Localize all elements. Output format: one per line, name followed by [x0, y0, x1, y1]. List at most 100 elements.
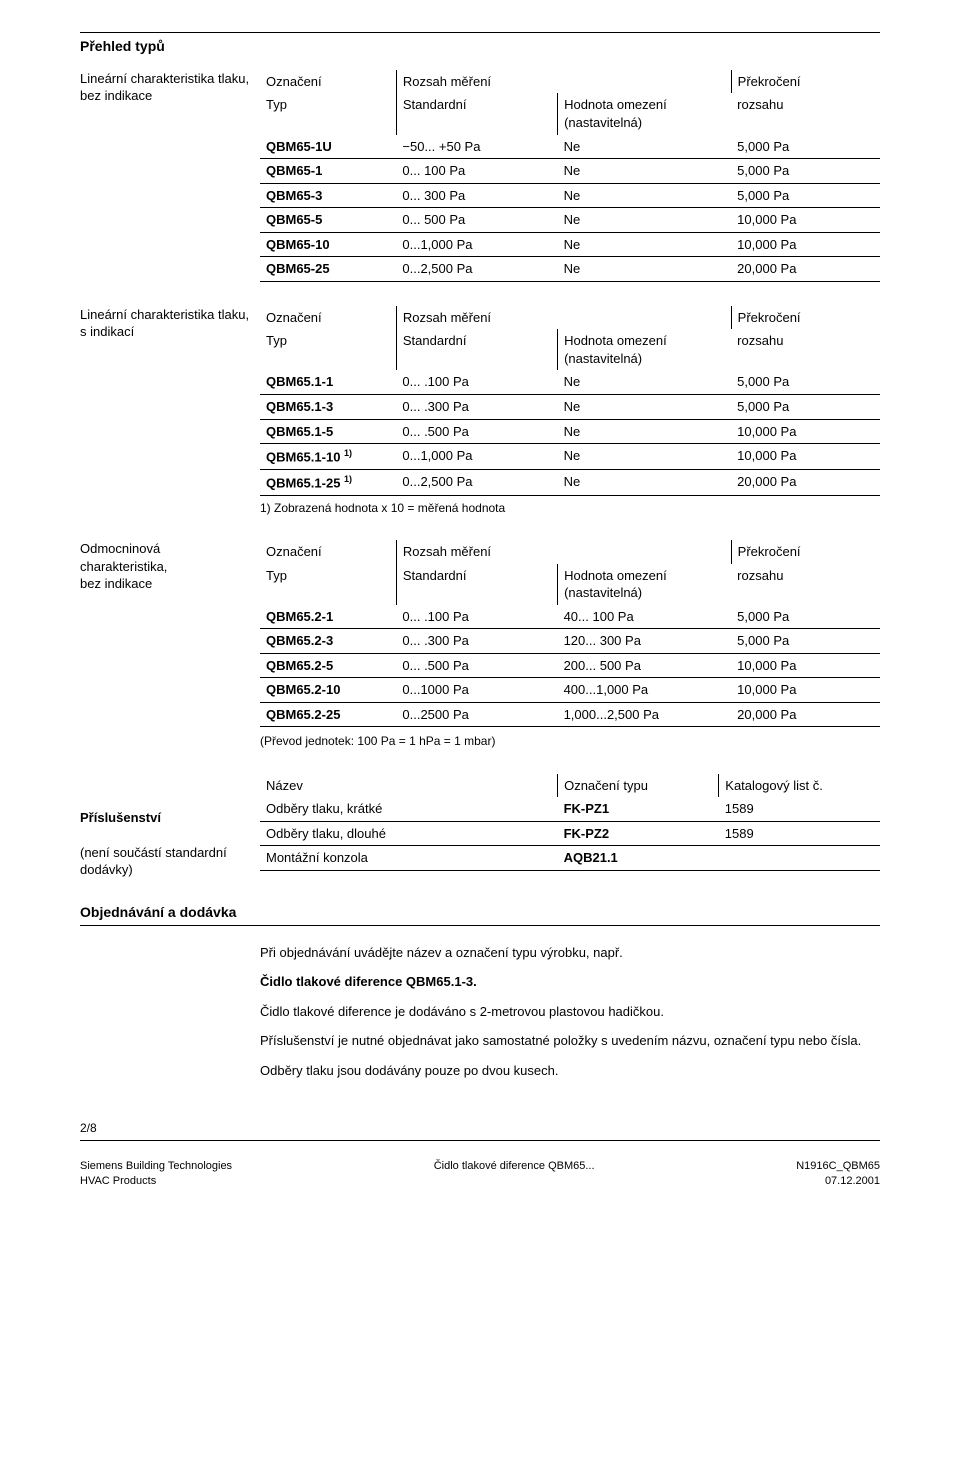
cell-type: QBM65-10: [260, 232, 396, 257]
th-acc-cat: Katalogový list č.: [719, 774, 880, 798]
table-row: QBM65.2-50... .500 Pa200... 500 Pa10,000…: [260, 653, 880, 678]
cell-over: 10,000 Pa: [731, 653, 880, 678]
cell-type: QBM65.2-10: [260, 678, 396, 703]
footer-right-1: N1916C_QBM65: [796, 1159, 880, 1174]
ordering-p5: Odběry tlaku jsou dodávány pouze po dvou…: [260, 1062, 880, 1080]
table-row: QBM65.1-10... .100 PaNe5,000 Pa: [260, 370, 880, 394]
th-std: Standardní: [396, 564, 557, 605]
table-row: QBM65-50... 500 PaNe10,000 Pa: [260, 208, 880, 233]
cell-lim: 40... 100 Pa: [558, 605, 732, 629]
page-number: 2/8: [80, 1120, 880, 1136]
th-std: Standardní: [396, 93, 557, 134]
section-1-label: Lineární charakteristika tlaku, bez indi…: [80, 70, 260, 105]
page-title: Přehled typů: [80, 37, 880, 56]
cell-type: QBM65-1U: [260, 135, 396, 159]
section-3-label: Odmocninová charakteristika, bez indikac…: [80, 540, 260, 593]
cell-over: 5,000 Pa: [731, 159, 880, 184]
cell-lim: Ne: [558, 232, 732, 257]
cell-over: 10,000 Pa: [731, 444, 880, 470]
th-over-a: Překročení: [731, 70, 880, 94]
cell-std: 0... .300 Pa: [396, 395, 557, 420]
table-row: Odběry tlaku, dlouhéFK-PZ21589: [260, 821, 880, 846]
cell-over: 5,000 Pa: [731, 183, 880, 208]
cell-type: QBM65.2-1: [260, 605, 396, 629]
th-range: Rozsah měření: [396, 540, 731, 564]
table-row: Montážní konzolaAQB21.1: [260, 846, 880, 871]
sup: 1): [344, 448, 352, 458]
cell-std: 0...2500 Pa: [396, 702, 557, 727]
table-row: QBM65.2-250...2500 Pa1,000...2,500 Pa20,…: [260, 702, 880, 727]
footer-left-1: Siemens Building Technologies: [80, 1159, 232, 1174]
page: Přehled typů Lineární charakteristika tl…: [40, 0, 920, 1201]
cell-over: 20,000 Pa: [731, 702, 880, 727]
cell-type: QBM65-25: [260, 257, 396, 282]
cell-lim: Ne: [558, 183, 732, 208]
th-limit: Hodnota omezení (nastavitelná): [558, 564, 732, 605]
cell-std: 0...2,500 Pa: [396, 257, 557, 282]
type-text: QBM65.1-10: [266, 449, 344, 464]
ordering-section: Objednávání a dodávka Při objednávání uv…: [80, 903, 880, 1080]
ordering-title: Objednávání a dodávka: [80, 903, 880, 926]
section-3-table: Označení Rozsah měření Překročení Typ St…: [260, 540, 880, 727]
accessories-label-rest: (není součástí standardní dodávky): [80, 845, 227, 878]
table-row: QBM65.1-50... .500 PaNe10,000 Pa: [260, 419, 880, 444]
th-type-a: Označení: [260, 70, 396, 94]
table-body: QBM65.2-10... .100 Pa40... 100 Pa5,000 P…: [260, 605, 880, 727]
cell-lim: Ne: [558, 419, 732, 444]
cell-std: 0... .300 Pa: [396, 629, 557, 654]
accessories-label: Příslušenství (není součástí standardní …: [80, 774, 260, 879]
cell-over: 10,000 Pa: [731, 232, 880, 257]
cell-over: 10,000 Pa: [731, 419, 880, 444]
cell-type: QBM65.2-3: [260, 629, 396, 654]
cell-lim: Ne: [558, 257, 732, 282]
cell-actype: FK-PZ1: [558, 797, 719, 821]
cell-std: 0... .100 Pa: [396, 605, 557, 629]
section-1-table-wrap: Označení Rozsah měření Překročení Typ St…: [260, 70, 880, 282]
cell-type: QBM65.1-25 1): [260, 469, 396, 495]
cell-std: 0...1000 Pa: [396, 678, 557, 703]
cell-lim: 400...1,000 Pa: [558, 678, 732, 703]
accessories-section: Příslušenství (není součástí standardní …: [80, 774, 880, 879]
table-body: Odběry tlaku, krátkéFK-PZ11589 Odběry tl…: [260, 797, 880, 870]
ordering-p1: Při objednávání uvádějte název a označen…: [260, 944, 880, 962]
footer: Siemens Building Technologies HVAC Produ…: [80, 1159, 880, 1189]
cell-lim: Ne: [558, 208, 732, 233]
accessories-table: Název Označení typu Katalogový list č. O…: [260, 774, 880, 871]
top-rule: [80, 32, 880, 33]
footer-left: Siemens Building Technologies HVAC Produ…: [80, 1159, 232, 1189]
cell-std: 0... .100 Pa: [396, 370, 557, 394]
cell-lim: 120... 300 Pa: [558, 629, 732, 654]
cell-over: 20,000 Pa: [731, 469, 880, 495]
cell-type: QBM65-3: [260, 183, 396, 208]
cell-name: Odběry tlaku, krátké: [260, 797, 558, 821]
section-2-table: Označení Rozsah měření Překročení Typ St…: [260, 306, 880, 496]
section-2-footnote: 1) Zobrazená hodnota x 10 = měřená hodno…: [260, 500, 880, 516]
table-head: Název Označení typu Katalogový list č.: [260, 774, 880, 798]
cell-over: 5,000 Pa: [731, 370, 880, 394]
cell-lim: Ne: [558, 469, 732, 495]
table-row: QBM65.1-30... .300 PaNe5,000 Pa: [260, 395, 880, 420]
accessories-table-wrap: Název Označení typu Katalogový list č. O…: [260, 774, 880, 871]
ordering-body: Při objednávání uvádějte název a označen…: [260, 944, 880, 1080]
ordering-p3: Čidlo tlakové diference je dodáváno s 2-…: [260, 1003, 880, 1021]
cell-cat: 1589: [719, 821, 880, 846]
cell-std: −50... +50 Pa: [396, 135, 557, 159]
th-over-a: Překročení: [731, 306, 880, 330]
cell-type: QBM65.2-25: [260, 702, 396, 727]
th-type-a: Označení: [260, 540, 396, 564]
cell-lim: Ne: [558, 159, 732, 184]
table-row: QBM65-1U−50... +50 PaNe5,000 Pa: [260, 135, 880, 159]
table-row: QBM65-30... 300 PaNe5,000 Pa: [260, 183, 880, 208]
th-std: Standardní: [396, 329, 557, 370]
cell-type: QBM65.1-10 1): [260, 444, 396, 470]
cell-std: 0... .500 Pa: [396, 653, 557, 678]
footer-left-2: HVAC Products: [80, 1174, 232, 1189]
cell-over: 5,000 Pa: [731, 629, 880, 654]
cell-lim: Ne: [558, 395, 732, 420]
th-range: Rozsah měření: [396, 306, 731, 330]
cell-over: 20,000 Pa: [731, 257, 880, 282]
ordering-p4: Příslušenství je nutné objednávat jako s…: [260, 1032, 880, 1050]
th-over-b: rozsahu: [731, 93, 880, 134]
section-3: Odmocninová charakteristika, bez indikac…: [80, 540, 880, 750]
th-range: Rozsah měření: [396, 70, 731, 94]
